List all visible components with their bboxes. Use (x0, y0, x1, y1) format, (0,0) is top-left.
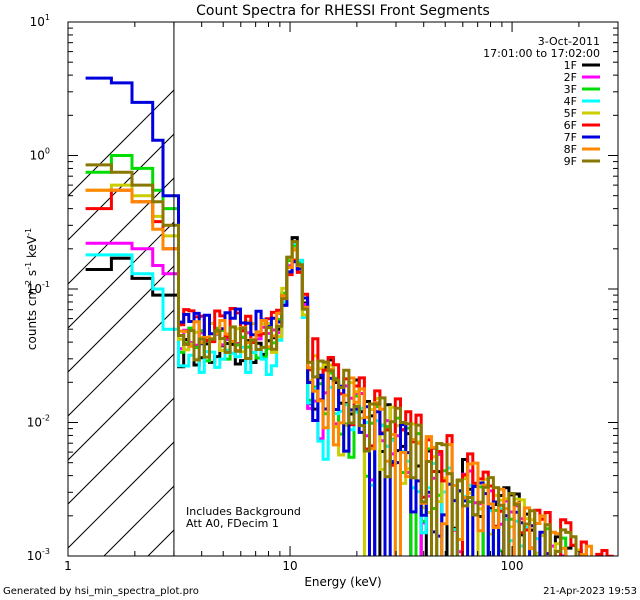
chart-title: Count Spectra for RHESSI Front Segments (196, 3, 490, 19)
hatch-line (68, 441, 174, 549)
annotation-attenuator: Att A0, FDecim 1 (186, 517, 279, 530)
y-tick-exponent: -2 (42, 414, 50, 423)
y-label-exp2: -1 (24, 262, 33, 270)
series-6F-line (85, 188, 614, 556)
series-5F-line (85, 183, 583, 556)
y-tick-label: 10-2 (27, 414, 50, 430)
legend-label-1F: 1F (564, 59, 577, 72)
y-tick-exponent: -3 (42, 547, 50, 556)
y-tick-label: 101 (30, 13, 50, 29)
legend-label-5F: 5F (564, 107, 577, 120)
series-9F-line (85, 163, 578, 556)
legend-label-4F: 4F (564, 95, 577, 108)
y-tick-exponent: -1 (42, 280, 50, 289)
y-axis-label: counts cm-2 s-1 keV-1 (24, 228, 39, 350)
legend-label-8F: 8F (564, 143, 577, 156)
y-label-exp1: -2 (24, 280, 33, 288)
series-8F-line (85, 188, 593, 556)
date-label: 3-Oct-2011 (538, 35, 600, 48)
time-range-label: 17:01:00 to 17:02:00 (483, 47, 600, 60)
legend-label-6F: 6F (564, 119, 577, 132)
hatch-line (68, 397, 174, 505)
y-label-s: s (25, 270, 39, 280)
x-tick-label: 10 (282, 559, 297, 573)
series-layer (85, 76, 614, 556)
y-tick-label: 100 (30, 147, 50, 163)
footer-generated-by: Generated by hsi_min_spectra_plot.pro (3, 586, 199, 597)
y-label-kev: keV (25, 235, 39, 262)
y-label-exp3: -1 (24, 228, 33, 236)
legend-label-2F: 2F (564, 71, 577, 84)
x-axis-label: Energy (keV) (304, 575, 381, 589)
svg-text:counts cm-2 s-1 keV-1: counts cm-2 s-1 keV-1 (24, 228, 39, 350)
x-tick-label: 100 (501, 559, 524, 573)
annotation-background: Includes Background (186, 505, 301, 518)
legend-label-7F: 7F (564, 131, 577, 144)
y-tick-exponent: 0 (45, 147, 50, 156)
legend-label-3F: 3F (564, 83, 577, 96)
hatch-line (68, 221, 174, 329)
x-tick-label: 1 (64, 559, 72, 573)
y-tick-label: 10-3 (27, 547, 50, 563)
series-3F-line (85, 154, 568, 556)
hatched-region (68, 89, 174, 556)
footer-timestamp: 21-Apr-2023 19:53 (543, 586, 637, 597)
legend-label-9F: 9F (564, 155, 577, 168)
hatch-line (68, 265, 174, 373)
y-tick-exponent: 1 (45, 13, 50, 22)
y-label-main: counts cm (25, 288, 39, 350)
